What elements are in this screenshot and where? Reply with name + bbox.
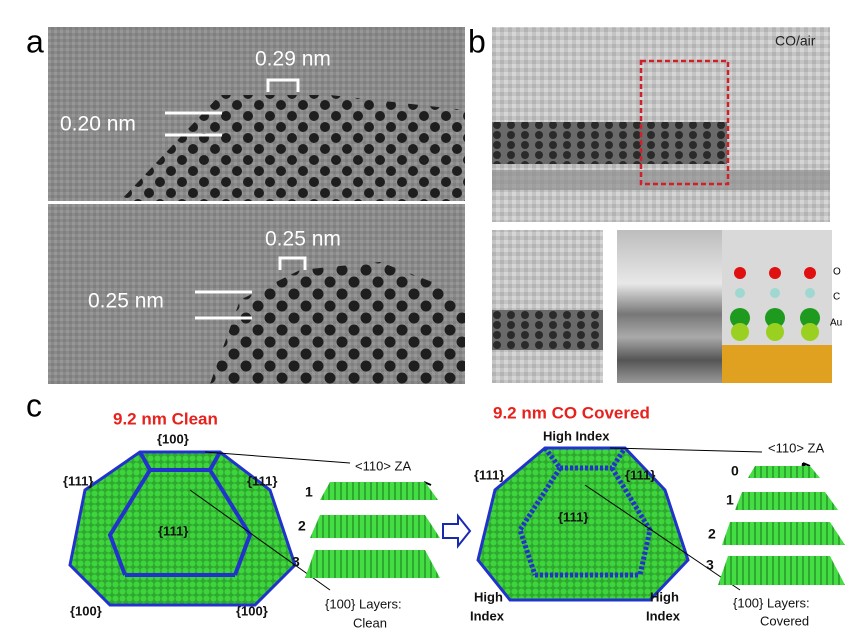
facet-label: {100} xyxy=(70,603,102,618)
tem-crop xyxy=(492,230,603,383)
facet-label: Index xyxy=(646,608,681,623)
pointer xyxy=(609,447,763,453)
layer-number: 1 xyxy=(305,484,313,500)
layer-number: 3 xyxy=(292,554,300,570)
lattice xyxy=(120,95,465,201)
atom-label: Au xyxy=(830,318,842,329)
layer xyxy=(722,522,845,545)
layer-number: 0 xyxy=(731,463,739,479)
facet-label: Index xyxy=(470,608,505,623)
simulated-image xyxy=(617,230,722,383)
condition: CO/air xyxy=(775,33,816,49)
bracket xyxy=(278,256,307,270)
facet-label: {111} xyxy=(625,467,655,482)
model-title: 9.2 nm CO Covered xyxy=(493,403,650,422)
facet-edges xyxy=(107,451,253,577)
surface-row xyxy=(492,122,727,164)
facet-label: {111} xyxy=(158,523,188,538)
atom-label: O xyxy=(833,267,841,278)
facet-label: {111} xyxy=(247,473,277,488)
pointer xyxy=(189,489,331,591)
surface-row xyxy=(492,310,603,350)
atom-model xyxy=(722,267,832,383)
layer-number: 2 xyxy=(708,526,716,542)
facet-label: {111} xyxy=(63,473,93,488)
atom-label: C xyxy=(833,292,840,303)
zone-axis: <110> ZA xyxy=(768,440,824,455)
panel-label: b xyxy=(468,23,486,59)
pointer xyxy=(584,484,741,591)
caption: Clean xyxy=(353,615,387,630)
pointer xyxy=(204,451,351,464)
transition-arrow xyxy=(442,513,472,549)
layer-number: 1 xyxy=(726,492,734,508)
caption: {100} Layers: xyxy=(733,595,810,610)
bracket xyxy=(266,78,300,92)
spacing-label: 0.25 nm xyxy=(265,228,341,251)
layer-number: 2 xyxy=(298,518,306,534)
layer xyxy=(305,550,440,578)
facet-label: {100} xyxy=(157,431,189,446)
facet-label: High xyxy=(650,589,679,604)
facet-label: {111} xyxy=(474,467,504,482)
model-title: 9.2 nm Clean xyxy=(113,409,218,428)
facet-label: High xyxy=(474,589,503,604)
panel-label: c xyxy=(26,387,42,423)
caption: {100} Layers: xyxy=(325,596,402,611)
zone-axis: <110> ZA xyxy=(355,458,411,473)
spacing-label: 0.29 nm xyxy=(255,48,331,71)
facet-edges xyxy=(517,446,653,578)
substrate xyxy=(492,170,830,190)
panel-label: a xyxy=(26,23,44,59)
highlight-box xyxy=(639,59,730,186)
layer xyxy=(310,515,440,538)
facet-label: High Index xyxy=(543,428,610,443)
layer xyxy=(735,492,838,510)
layer-number: 3 xyxy=(706,557,714,573)
facet-label: {100} xyxy=(236,603,268,618)
layer-label: 0.25 nm xyxy=(88,290,164,313)
caption: Covered xyxy=(760,613,809,628)
layer xyxy=(748,466,820,478)
layer-label: 0.20 nm xyxy=(60,113,136,136)
lattice xyxy=(210,262,465,384)
layer xyxy=(320,482,438,500)
layer xyxy=(718,556,845,585)
facet-label: {111} xyxy=(558,509,588,524)
